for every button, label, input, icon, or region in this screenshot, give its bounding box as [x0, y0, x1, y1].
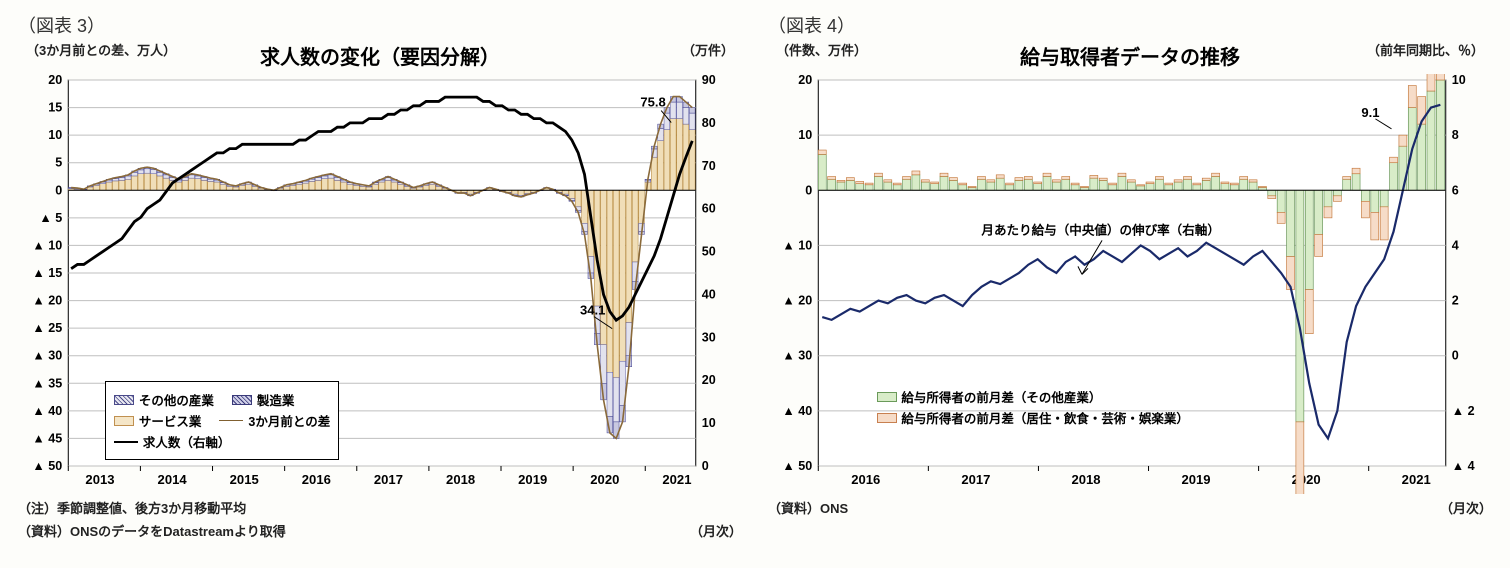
- svg-text:5: 5: [55, 156, 62, 170]
- svg-text:9.1: 9.1: [1361, 105, 1379, 120]
- chart4-legend: 給与所得者の前月差（その他産業） 給与所得者の前月差（居住・飲食・芸術・娯楽業）: [869, 379, 1197, 435]
- svg-text:2018: 2018: [446, 472, 475, 487]
- chart3-legend: その他の産業 製造業サービス業 3か月前との差求人数（右軸）: [105, 381, 339, 460]
- svg-text:20: 20: [702, 373, 716, 387]
- svg-text:▲ 30: ▲ 30: [32, 349, 62, 363]
- chart4-plot: ▲ 50▲ 40▲ 30▲ 20▲ 1001020▲ 4▲ 2024681020…: [768, 74, 1492, 494]
- chart3-title: 求人数の変化（要因分解）: [260, 47, 500, 69]
- svg-text:10: 10: [798, 128, 812, 142]
- figure-3-label: （図表 3）: [18, 12, 742, 38]
- legend-item-label: 3か月前との差: [248, 411, 330, 430]
- svg-text:▲ 20: ▲ 20: [32, 294, 62, 308]
- svg-text:2016: 2016: [851, 472, 880, 487]
- chart4-right-axis-label: （前年同期比、％）: [1367, 40, 1484, 59]
- svg-text:▲ 15: ▲ 15: [32, 266, 62, 280]
- svg-text:▲ 45: ▲ 45: [32, 431, 62, 445]
- svg-text:20: 20: [48, 74, 62, 87]
- figure-4-panel: （図表 4） （件数、万件） （前年同期比、％） 給与取得者データの推移 ▲ 5…: [760, 8, 1500, 560]
- svg-text:2017: 2017: [961, 472, 990, 487]
- svg-text:2016: 2016: [302, 472, 331, 487]
- svg-text:▲ 40: ▲ 40: [32, 404, 62, 418]
- svg-text:75.8: 75.8: [640, 95, 665, 110]
- svg-text:▲ 50: ▲ 50: [32, 459, 62, 473]
- chart4-left-axis-label: （件数、万件）: [776, 40, 867, 59]
- chart3-left-axis-label: （3か月前との差、万人）: [26, 40, 176, 59]
- svg-text:▲ 10: ▲ 10: [32, 238, 62, 252]
- svg-text:2019: 2019: [518, 472, 547, 487]
- svg-text:6: 6: [1452, 183, 1459, 197]
- svg-text:0: 0: [702, 459, 709, 473]
- chart3-note1: （注）季節調整値、後方3か月移動平均: [18, 498, 742, 517]
- svg-text:▲ 10: ▲ 10: [782, 238, 812, 252]
- svg-text:▲ 20: ▲ 20: [782, 294, 812, 308]
- chart3-right-axis-label: （万件）: [682, 40, 734, 59]
- svg-text:80: 80: [702, 116, 716, 130]
- svg-text:月あたり給与（中央値）の伸び率（右軸）: 月あたり給与（中央値）の伸び率（右軸）: [980, 222, 1219, 237]
- legend-item-label: 給与所得者の前月差（その他産業）: [901, 387, 1101, 406]
- legend-item-label: 求人数（右軸）: [143, 432, 231, 451]
- svg-text:2014: 2014: [158, 472, 188, 487]
- chart4-note2: （資料）ONS: [768, 498, 848, 517]
- svg-text:15: 15: [48, 101, 62, 115]
- svg-text:2: 2: [1452, 294, 1459, 308]
- chart3-xnote: （月次）: [690, 521, 742, 540]
- svg-text:4: 4: [1452, 238, 1459, 252]
- svg-text:▲ 5: ▲ 5: [39, 211, 62, 225]
- svg-text:▲ 4: ▲ 4: [1452, 459, 1475, 473]
- svg-text:2015: 2015: [230, 472, 259, 487]
- svg-text:50: 50: [702, 245, 716, 259]
- svg-text:2019: 2019: [1182, 472, 1211, 487]
- svg-text:2020: 2020: [590, 472, 619, 487]
- svg-text:60: 60: [702, 202, 716, 216]
- svg-text:▲ 50: ▲ 50: [782, 459, 812, 473]
- svg-text:40: 40: [702, 287, 716, 301]
- svg-text:2013: 2013: [85, 472, 114, 487]
- svg-text:90: 90: [702, 74, 716, 87]
- svg-text:70: 70: [702, 159, 716, 173]
- svg-text:0: 0: [1452, 349, 1459, 363]
- legend-item-label: その他の産業: [139, 390, 214, 409]
- figure-3-panel: （図表 3） （3か月前との差、万人） （万件） 求人数の変化（要因分解） ▲ …: [10, 8, 750, 560]
- svg-text:0: 0: [805, 183, 812, 197]
- svg-text:2021: 2021: [662, 472, 691, 487]
- svg-text:20: 20: [798, 74, 812, 87]
- svg-text:8: 8: [1452, 128, 1459, 142]
- legend-item-label: 給与所得者の前月差（居住・飲食・芸術・娯楽業）: [901, 408, 1189, 427]
- svg-text:2021: 2021: [1402, 472, 1431, 487]
- figure-4-label: （図表 4）: [768, 12, 1492, 38]
- svg-text:2017: 2017: [374, 472, 403, 487]
- legend-item-label: 製造業: [257, 390, 295, 409]
- svg-text:▲ 40: ▲ 40: [782, 404, 812, 418]
- svg-text:▲ 25: ▲ 25: [32, 321, 62, 335]
- svg-text:34.1: 34.1: [580, 303, 605, 318]
- svg-text:30: 30: [702, 330, 716, 344]
- svg-text:10: 10: [1452, 74, 1466, 87]
- chart3-note2: （資料）ONSのデータをDatastreamより取得: [18, 521, 286, 540]
- svg-text:10: 10: [702, 416, 716, 430]
- svg-text:0: 0: [55, 183, 62, 197]
- svg-text:▲ 30: ▲ 30: [782, 349, 812, 363]
- svg-text:2018: 2018: [1071, 472, 1100, 487]
- legend-item-label: サービス業: [139, 411, 202, 430]
- chart4-title: 給与取得者データの推移: [1020, 47, 1240, 69]
- svg-text:▲ 35: ▲ 35: [32, 376, 62, 390]
- chart4-xnote: （月次）: [1440, 498, 1492, 517]
- svg-text:10: 10: [48, 128, 62, 142]
- svg-text:▲ 2: ▲ 2: [1452, 404, 1475, 418]
- chart3-plot: ▲ 50▲ 45▲ 40▲ 35▲ 30▲ 25▲ 20▲ 15▲ 10▲ 50…: [18, 74, 742, 494]
